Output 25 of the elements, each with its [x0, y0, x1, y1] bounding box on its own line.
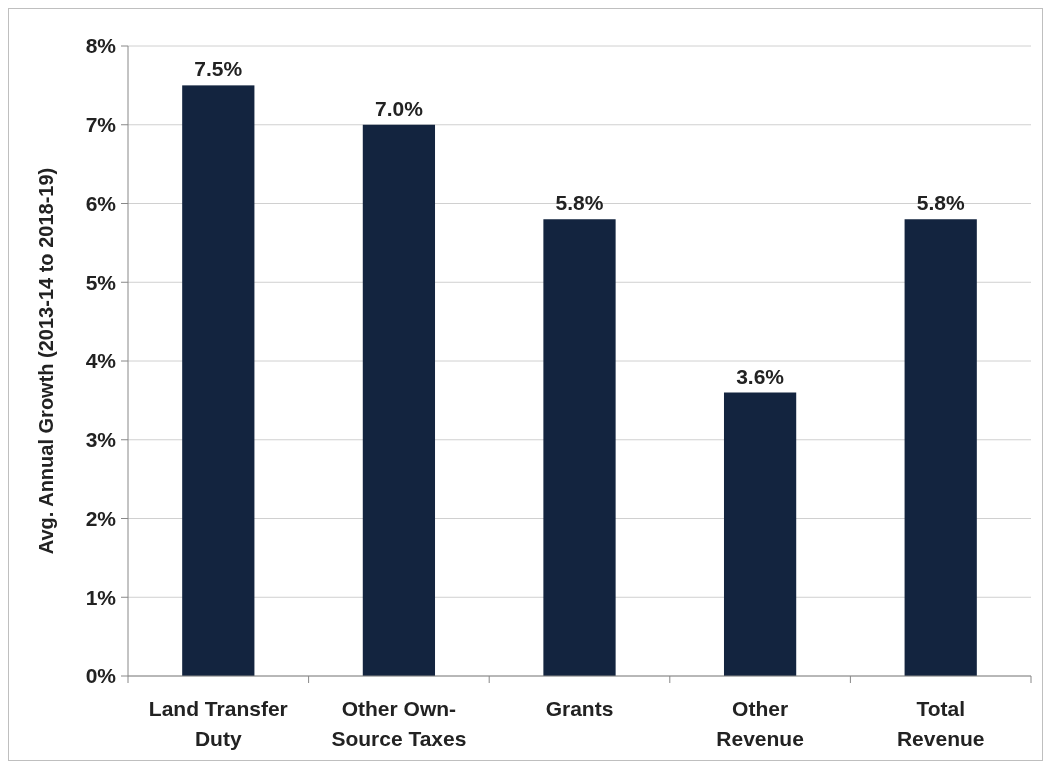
y-tick-label: 3%	[85, 428, 117, 452]
y-tick-label: 4%	[85, 349, 117, 373]
data-label: 5.8%	[555, 191, 604, 215]
x-tick-label: Other Revenue	[716, 697, 804, 750]
y-tick-label: 5%	[85, 270, 117, 294]
bar	[904, 219, 977, 676]
data-label: 7.0%	[374, 96, 424, 120]
data-label: 7.5%	[194, 57, 243, 81]
x-tick-label: Land Transfer Duty	[148, 697, 288, 750]
data-label: 3.6%	[736, 364, 785, 388]
bar	[182, 85, 255, 676]
y-tick-label: 8%	[85, 34, 117, 58]
bar	[362, 124, 436, 676]
y-tick-label: 6%	[85, 191, 117, 215]
bar	[723, 392, 797, 676]
x-tick-label: Other Own-Source Taxes	[331, 697, 467, 750]
x-tick-label: Grants	[545, 697, 614, 720]
y-tick-label: 0%	[85, 664, 117, 688]
bar	[543, 219, 616, 676]
y-tick-label: 7%	[85, 113, 117, 137]
y-tick-label: 1%	[85, 585, 117, 609]
x-tick-label: Total Revenue	[896, 697, 985, 750]
data-label: 5.8%	[916, 191, 965, 215]
y-axis-title: Avg. Annual Growth (2013-14 to 2018-19)	[35, 167, 57, 555]
y-tick-label: 2%	[85, 506, 117, 530]
